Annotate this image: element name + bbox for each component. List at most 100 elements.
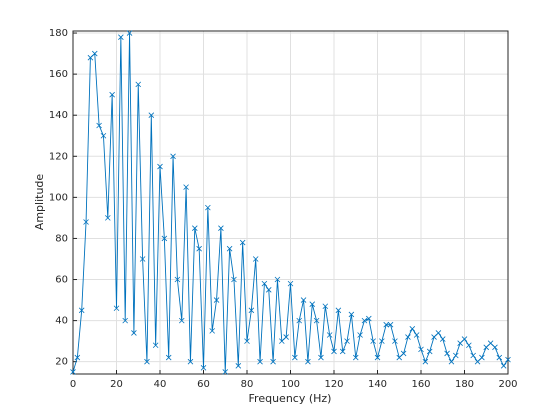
marker <box>400 350 407 357</box>
marker <box>231 276 237 283</box>
marker <box>252 256 259 262</box>
marker <box>470 352 476 359</box>
marker <box>200 365 207 371</box>
marker <box>87 54 94 61</box>
marker <box>426 348 433 355</box>
y-tick-label: 80 <box>55 233 68 244</box>
marker <box>392 338 398 344</box>
marker <box>461 336 468 342</box>
marker <box>313 317 320 324</box>
marker <box>457 340 463 346</box>
marker <box>279 338 285 344</box>
marker <box>383 321 389 328</box>
marker <box>292 354 298 361</box>
marker <box>239 239 246 246</box>
y-tick-label: 140 <box>49 110 68 121</box>
marker <box>96 122 102 129</box>
marker <box>126 30 133 36</box>
marker <box>431 334 437 340</box>
marker <box>287 280 294 287</box>
y-tick-label: 120 <box>49 151 68 162</box>
x-tick-label: 160 <box>411 379 430 390</box>
marker <box>196 245 202 252</box>
marker <box>439 336 446 342</box>
marker <box>305 358 311 365</box>
y-tick-label: 160 <box>49 69 68 80</box>
marker <box>283 334 289 340</box>
marker <box>335 307 342 314</box>
marker <box>78 307 85 314</box>
y-tick-label: 60 <box>55 275 68 286</box>
marker <box>339 348 346 355</box>
marker <box>309 301 316 307</box>
marker <box>418 346 424 353</box>
plot-frame <box>72 30 509 375</box>
marker <box>344 338 350 344</box>
marker <box>453 352 459 359</box>
marker <box>265 287 272 293</box>
marker <box>113 305 120 312</box>
x-axis-label: Frequency (Hz) <box>249 392 332 405</box>
marker <box>218 225 224 231</box>
marker <box>139 256 146 262</box>
marker <box>361 317 368 324</box>
x-tick-label: 180 <box>455 379 474 390</box>
marker <box>157 163 163 170</box>
marker <box>300 297 307 303</box>
x-tick-label: 20 <box>110 379 123 390</box>
marker <box>366 315 372 322</box>
marker <box>209 328 215 334</box>
marker <box>492 344 498 351</box>
marker <box>83 219 89 225</box>
x-tick-label: 60 <box>197 379 210 390</box>
marker <box>322 303 329 310</box>
marker <box>483 344 490 351</box>
marker <box>131 330 137 336</box>
marker <box>118 34 124 40</box>
marker <box>187 358 194 365</box>
marker <box>387 321 394 328</box>
marker <box>261 280 268 287</box>
marker <box>326 332 333 338</box>
marker <box>357 332 363 338</box>
y-tick-label: 20 <box>55 357 68 368</box>
marker <box>296 317 302 324</box>
marker <box>122 317 128 324</box>
marker <box>413 332 420 338</box>
x-tick-label: 140 <box>368 379 387 390</box>
marker <box>235 363 242 369</box>
marker <box>165 354 172 361</box>
x-tick-label: 120 <box>324 379 343 390</box>
marker <box>257 358 263 365</box>
marker <box>161 235 168 242</box>
marker <box>144 358 150 365</box>
marker <box>152 342 159 349</box>
y-tick-label: 40 <box>55 316 68 327</box>
marker <box>331 348 337 355</box>
marker <box>500 363 507 369</box>
x-tick-label: 200 <box>498 379 517 390</box>
marker <box>409 326 416 332</box>
marker <box>70 369 76 375</box>
marker <box>105 215 111 221</box>
marker <box>226 245 233 252</box>
marker <box>405 334 411 340</box>
marker <box>135 81 142 88</box>
marker <box>487 340 494 346</box>
marker <box>422 358 429 365</box>
marker <box>379 338 385 344</box>
marker <box>479 354 485 361</box>
y-tick-label: 180 <box>49 28 68 39</box>
x-tick-label: 100 <box>281 379 300 390</box>
marker <box>474 358 481 365</box>
marker <box>374 354 381 361</box>
marker <box>100 132 107 139</box>
marker <box>505 356 511 363</box>
marker <box>74 354 81 361</box>
x-tick-label: 80 <box>241 379 254 390</box>
marker <box>318 354 324 361</box>
marker <box>370 338 376 344</box>
y-tick-label: 100 <box>49 192 68 203</box>
